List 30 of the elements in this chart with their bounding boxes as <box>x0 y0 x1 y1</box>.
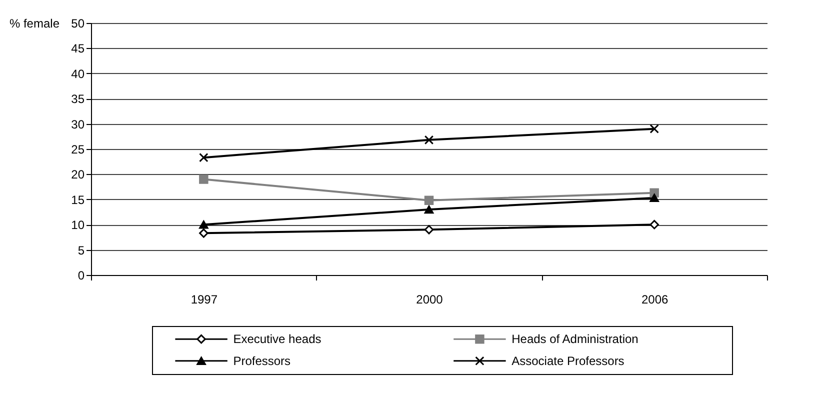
y-tick-label: 10 <box>71 218 85 232</box>
point <box>199 174 208 184</box>
point <box>199 228 208 238</box>
point <box>424 196 434 206</box>
x-tick-label: 2000 <box>416 292 444 306</box>
y-tick-label: 5 <box>78 243 85 258</box>
point <box>424 205 434 214</box>
y-tick-label: 30 <box>71 117 85 132</box>
y-tick-label: 15 <box>71 192 85 207</box>
point <box>650 194 659 202</box>
legend-label: Associate Professors <box>512 354 624 368</box>
legend-label: Heads of Administration <box>512 332 638 346</box>
legend-label: Executive heads <box>233 332 322 346</box>
point <box>424 225 434 234</box>
y-tick-label: 45 <box>71 42 85 56</box>
y-axis-title: % female <box>9 16 60 30</box>
y-tick-label: 20 <box>71 168 85 182</box>
y-tick-label: 50 <box>71 16 85 30</box>
y-tick-label: 25 <box>71 142 85 156</box>
y-tick-label: 40 <box>71 66 85 81</box>
y-tick-label: 0 <box>78 268 85 282</box>
point <box>650 220 659 230</box>
point <box>199 152 208 162</box>
y-tick-label: 35 <box>71 92 85 106</box>
point <box>650 124 659 134</box>
point <box>424 135 434 145</box>
point <box>199 220 208 229</box>
x-tick-label: 1997 <box>190 292 218 306</box>
legend-label: Professors <box>233 354 291 368</box>
x-tick-label: 2006 <box>641 292 669 306</box>
